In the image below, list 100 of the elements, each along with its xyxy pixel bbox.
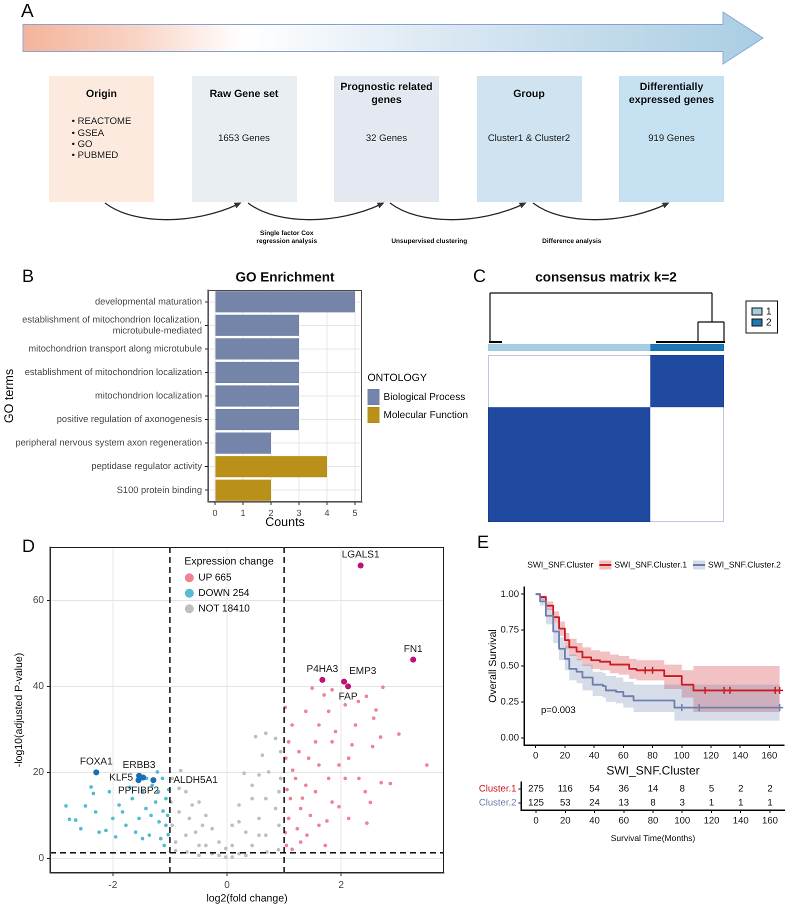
text: 919 Genes: [648, 133, 695, 144]
y-tick-label: peptidase regulator activity: [91, 461, 202, 472]
y-tick-label: Cluster.1: [478, 784, 516, 795]
y-tick-label: 60: [32, 595, 44, 606]
annotation: PPFIBP2: [118, 785, 160, 796]
x-tick-label: 80: [647, 750, 658, 762]
legend-title: SWI_SNF.Cluster: [527, 559, 594, 570]
x-tick-label: 20: [560, 750, 570, 762]
data-label: 2: [738, 784, 744, 795]
y-tick-label: Cluster.2: [478, 798, 516, 809]
annotation: ERBB3: [122, 760, 156, 772]
data-label: 116: [558, 784, 573, 795]
x-tick-label: 0: [533, 815, 539, 826]
annotation: LGALS1: [342, 550, 380, 561]
legend-title: ONTOLOGY: [368, 372, 427, 384]
y-tick-label: 20: [32, 767, 44, 778]
text: E: [477, 532, 490, 552]
y-tick-label: mitochondrion transport along microtubule: [28, 343, 202, 354]
y-tick-label: peripheral nervous system axon regeneration: [15, 438, 202, 448]
data-label: 8: [650, 798, 656, 809]
x-tick-label: 160: [761, 750, 778, 762]
legend-label: 2: [766, 317, 772, 328]
annotation: FAP: [338, 692, 358, 703]
annotation: EMP3: [349, 666, 377, 677]
x-tick-label: 100: [674, 750, 690, 762]
legend-label: UP 665: [198, 572, 232, 584]
legend-label: SWI_SNF.Cluster.2: [708, 559, 782, 570]
y-tick-label: mitochondrion localization: [95, 390, 202, 401]
x-tick-label: 0: [533, 750, 538, 762]
x-tick-label: 80: [648, 815, 658, 826]
legend-title: Expression change: [184, 555, 274, 568]
legend-label: 1: [766, 306, 772, 318]
legend-label: Molecular Function: [384, 410, 468, 421]
category-label: Differentially expressed genes: [628, 81, 716, 107]
y-tick-label: 0: [38, 853, 44, 864]
x-tick-label: 0: [212, 508, 218, 518]
x-tick-label: 0: [224, 880, 230, 891]
text: D: [22, 536, 35, 556]
annotation: p=0.003: [541, 704, 576, 716]
x-tick-label: 40: [588, 750, 600, 762]
data-label: 1: [708, 798, 714, 809]
category-label: Group: [513, 88, 545, 100]
annotation: ALDH5A1: [173, 774, 218, 786]
x-tick-label: 160: [762, 815, 778, 826]
x-tick-label: -2: [108, 880, 118, 891]
text: A: [21, 1, 34, 23]
y-axis-title: -log10(adjusted P-value): [13, 652, 26, 768]
y-tick-label: 0.50: [500, 660, 519, 672]
y-tick-label: 0.00: [500, 732, 519, 744]
text: B: [22, 266, 34, 286]
category-label: Prognostic related genes: [339, 81, 434, 107]
data-label: 2: [767, 784, 773, 795]
text: C: [473, 266, 486, 286]
y-tick-label: developmental maturation: [95, 296, 202, 306]
chart-title: GO Enrichment: [235, 270, 336, 285]
data-label: 8: [680, 784, 685, 795]
x-tick-label: 2: [338, 880, 344, 891]
annotation: P4HA3: [306, 664, 339, 676]
annotation: FOXA1: [80, 756, 114, 768]
annotation: FN1: [404, 644, 424, 655]
x-tick-label: 1: [240, 508, 246, 518]
data-label: 3: [680, 798, 685, 809]
data-label: 53: [560, 798, 571, 809]
legend-label: DOWN 254: [198, 588, 250, 599]
y-tick-label: 0.75: [500, 624, 519, 636]
y-axis-title: Overall Survival: [487, 629, 500, 703]
x-tick-label: 60: [618, 750, 629, 762]
x-tick-label: 20: [560, 815, 571, 826]
text: Cluster1 & Cluster2: [488, 133, 570, 144]
category-label: Raw Gene set: [210, 88, 278, 100]
category-label: Origin: [86, 88, 117, 100]
x-tick-label: 140: [732, 815, 749, 826]
x-tick-label: 140: [732, 750, 748, 762]
annotation: KLF5: [109, 772, 134, 784]
y-tick-label: establishment of mitochondrion localization, microtubule-mediated: [22, 314, 202, 336]
y-tick-label: 0.25: [500, 696, 519, 708]
x-tick-label: 60: [618, 815, 630, 826]
text: 32 Genes: [366, 133, 408, 144]
data-label: 54: [589, 784, 600, 795]
x-axis-title: log2(fold change): [206, 892, 288, 905]
data-label: 1: [767, 798, 773, 809]
y-tick-label: positive regulation of axonogenesis: [56, 414, 202, 424]
x-tick-label: 5: [352, 508, 358, 518]
data-label: 36: [618, 784, 630, 795]
y-tick-label: 40: [32, 681, 44, 692]
x-axis-title: Survival Time(Months): [610, 833, 696, 844]
data-label: 13: [618, 798, 630, 809]
x-tick-label: 40: [589, 815, 600, 826]
legend-label: SWI_SNF.Cluster.1: [614, 559, 688, 570]
data-label: 275: [528, 784, 544, 795]
legend-label: Biological Process: [384, 392, 466, 403]
text: • REACTOME • GSEA • GO • PUBMED: [72, 116, 132, 162]
y-tick-label: 1.00: [500, 588, 519, 600]
x-tick-label: 120: [704, 815, 720, 826]
y-tick-label: establishment of mitochondrion localization: [24, 367, 202, 378]
x-tick-label: 4: [324, 508, 330, 518]
data-label: 5: [708, 784, 714, 795]
x-tick-label: 120: [703, 750, 719, 762]
chart-title: SWI_SNF.Cluster: [606, 763, 700, 778]
y-axis-title: GO terms: [2, 368, 16, 424]
